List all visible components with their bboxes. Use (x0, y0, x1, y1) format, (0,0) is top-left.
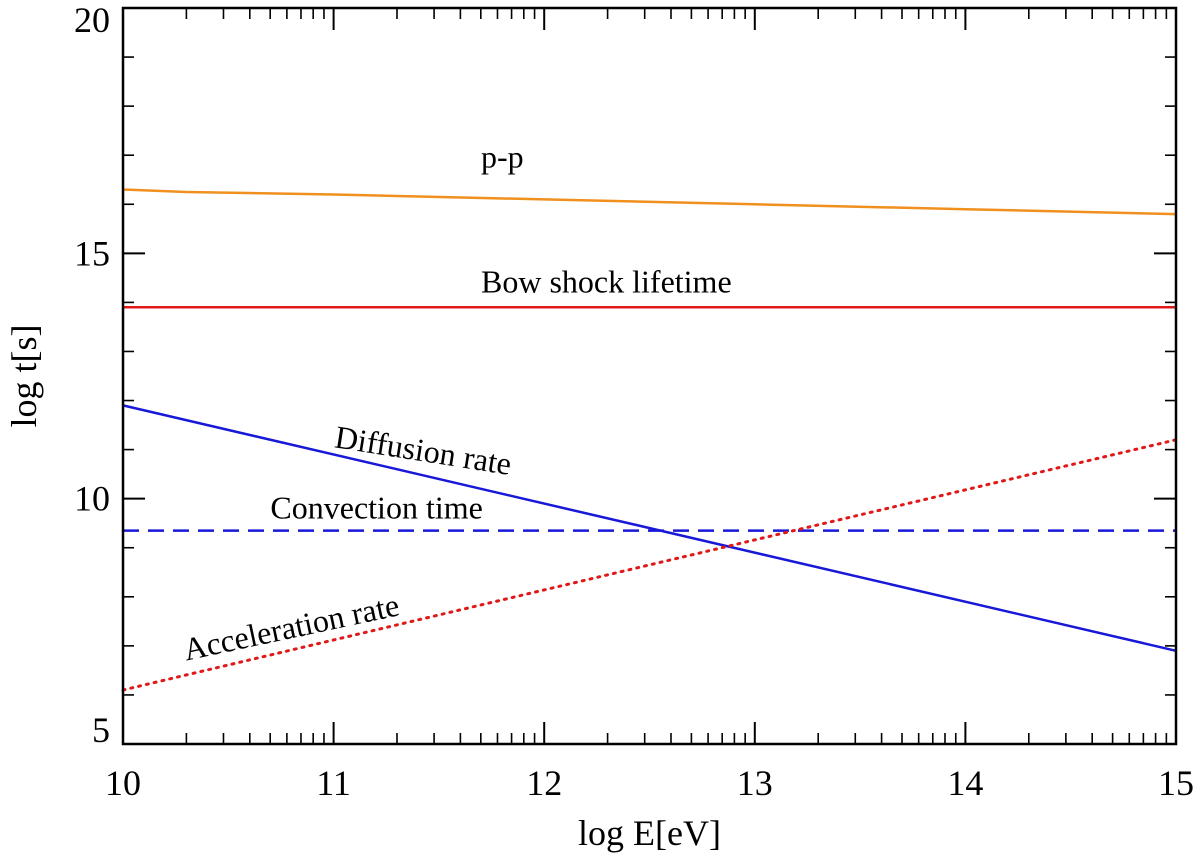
y-tick-label: 5 (92, 710, 110, 750)
x-tick-label: 11 (316, 763, 351, 803)
annotation-diffusion-rate: Diffusion rate (333, 419, 514, 482)
y-tick-label: 15 (74, 233, 110, 273)
tick-labels: 10 11 12 13 14 15 5 10 15 20 (74, 0, 1194, 803)
series-acceleration-rate-line (121, 438, 1178, 692)
series-p-p-line (122, 188, 1177, 216)
x-tick-label: 13 (737, 763, 773, 803)
plot-frame (121, 6, 1178, 746)
annotation-convection-time: Convection time (270, 489, 482, 525)
annotation-bow-shock-lifetime: Bow shock lifetime (481, 264, 732, 300)
y-tick-label: 10 (74, 479, 110, 519)
annotations: p-p Bow shock lifetime Diffusion rate Conve… (180, 138, 731, 667)
annotation-acceleration-rate: Acceleration rate (180, 587, 402, 668)
x-tick-label: 15 (1158, 763, 1194, 803)
x-tick-label: 10 (105, 763, 141, 803)
annotation-p-p: p-p (481, 138, 524, 174)
x-axis-label: log E[eV] (578, 813, 721, 853)
y-axis-label: log t[s] (4, 325, 44, 428)
x-tick-label: 14 (947, 763, 983, 803)
series-layer (121, 188, 1178, 692)
minor-ticks (123, 8, 1176, 744)
series-diffusion-rate-line (122, 404, 1177, 653)
y-tick-label: 20 (74, 0, 110, 40)
x-tick-label: 12 (526, 763, 562, 803)
